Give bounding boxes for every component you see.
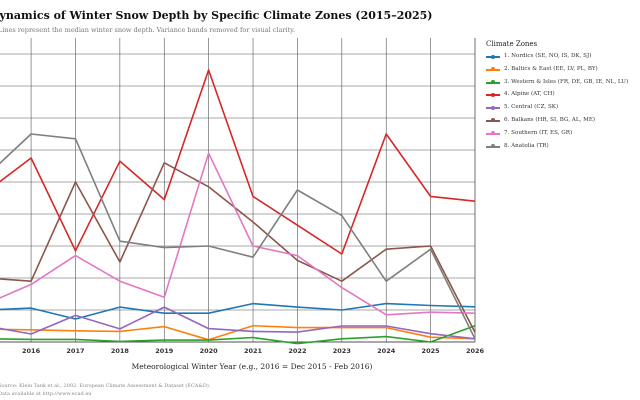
series-line-8 [0, 133, 476, 340]
legend-item-6: 6. Balkans (HR, SI, BG, AL, ME) [480, 117, 638, 130]
legend-swatch [486, 54, 500, 59]
x-tick-label: 2022 [288, 347, 306, 355]
legend-swatch [486, 67, 500, 72]
chart-subtitle: Lines represent the median winter snow d… [0, 26, 296, 34]
legend-item-4: 4. Alpine (AT, CH) [480, 91, 638, 104]
legend: Climate Zones 1. Nordics (SE, NO, IS, DK… [480, 40, 638, 155]
legend-swatch [486, 144, 500, 149]
x-tick-label: 2025 [422, 347, 441, 355]
series-line-2 [0, 324, 476, 341]
legend-swatch [486, 80, 500, 85]
legend-title: Climate Zones [486, 40, 538, 48]
x-tick-label: 2019 [155, 347, 174, 355]
series-line-5 [0, 306, 476, 340]
x-tick-label: 2018 [111, 347, 130, 355]
legend-item-2: 2. Baltics & East (EE, LV, PL, BY) [480, 66, 638, 79]
series-line-7 [0, 152, 476, 316]
legend-label: 7. Southern (IT, ES, GR) [504, 129, 573, 136]
legend-label: 5. Central (CZ, SK) [504, 104, 559, 111]
legend-item-7: 7. Southern (IT, ES, GR) [480, 130, 638, 143]
legend-label: 8. Anatolia (TR) [504, 142, 549, 149]
source-line: Source: Klein Tank et al., 2002. Europea… [0, 383, 211, 389]
series-line-3 [0, 324, 476, 345]
chart-title: Dynamics of Winter Snow Depth by Specifi… [0, 9, 433, 22]
x-tick-label: 2017 [66, 347, 84, 355]
series-line-6 [0, 162, 476, 333]
legend-item-5: 5. Central (CZ, SK) [480, 104, 638, 117]
x-tick-label: 2020 [200, 347, 219, 355]
x-tick-label: 2016 [22, 347, 41, 355]
legend-item-1: 1. Nordics (SE, NO, IS, DK, SJ) [480, 53, 638, 66]
legend-label: 3. Western & Isles (FR, DE, GB, IE, NL, … [504, 78, 629, 85]
legend-label: 1. Nordics (SE, NO, IS, DK, SJ) [504, 53, 592, 59]
source-note: Source: Klein Tank et al., 2002. Europea… [0, 382, 210, 398]
legend-item-8: 8. Anatolia (TR) [480, 143, 638, 156]
series-line-1 [0, 302, 476, 320]
grid-lines [0, 38, 476, 343]
x-tick-label: 2026 [466, 347, 485, 355]
legend-swatch [486, 118, 500, 123]
series-lines [0, 69, 476, 345]
x-tick-labels: 2016 2017 2018 2019 2020 2021 2022 2023 2024 2025… [22, 347, 484, 355]
legend-item-3: 3. Western & Isles (FR, DE, GB, IE, NL, … [480, 79, 638, 92]
series-line-4 [0, 69, 476, 255]
legend-swatch [486, 105, 500, 110]
x-tick-label: 2023 [333, 347, 351, 355]
legend-label: 2. Baltics & East (EE, LV, PL, BY) [504, 65, 598, 72]
legend-label: 4. Alpine (AT, CH) [504, 91, 555, 98]
x-tick-label: 2021 [244, 347, 263, 355]
legend-swatch [486, 131, 500, 136]
x-axis-label: Meteorological Winter Year (e.g., 2016 =… [132, 362, 373, 371]
legend-label: 6. Balkans (HR, SI, BG, AL, ME) [504, 116, 596, 123]
legend-swatch [486, 92, 500, 97]
source-line: Data available at http://www.ecad.eu [0, 391, 92, 397]
x-tick-label: 2024 [377, 347, 396, 355]
